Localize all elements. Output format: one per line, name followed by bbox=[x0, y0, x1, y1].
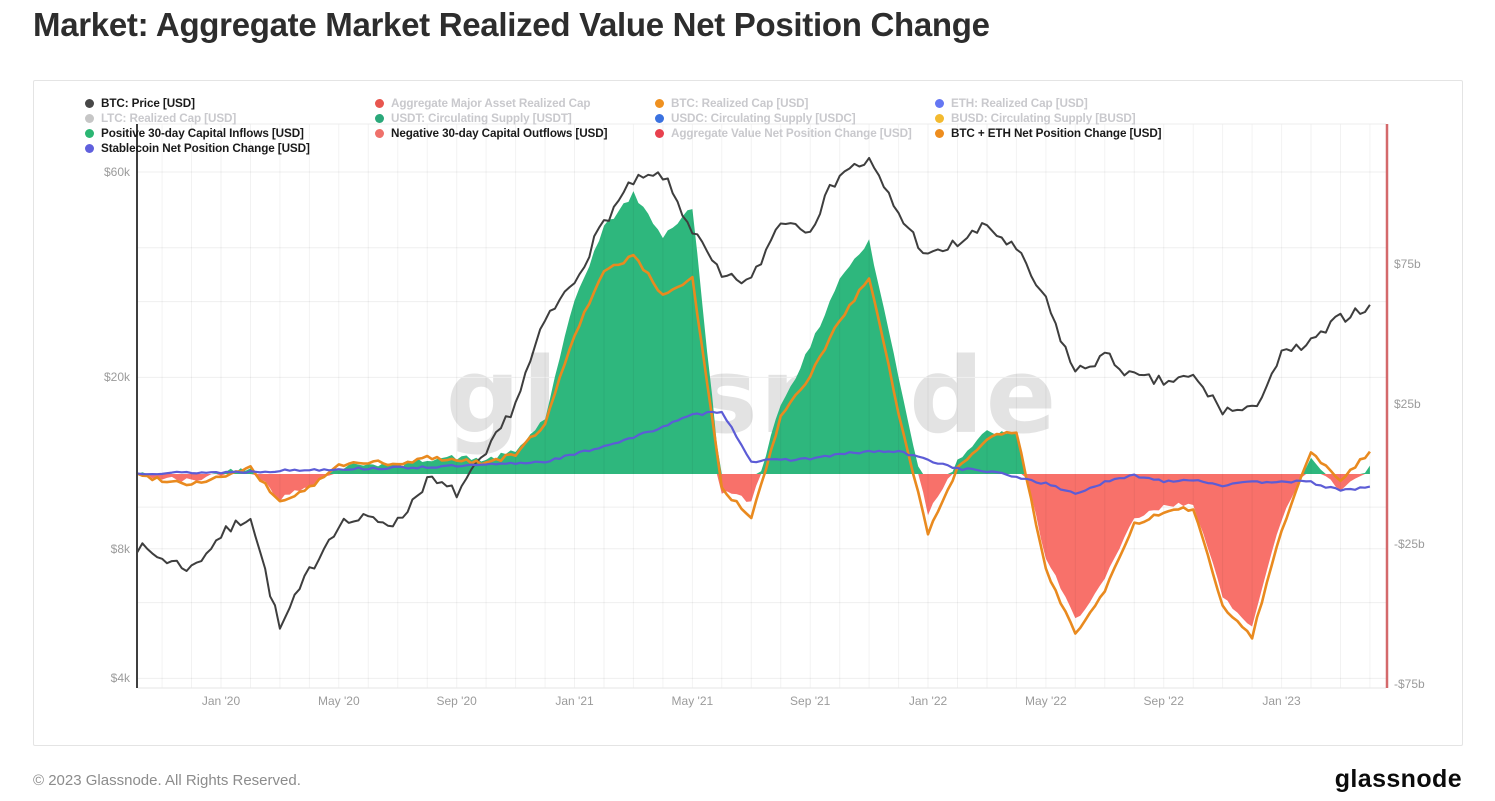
legend-dot-icon bbox=[375, 128, 384, 138]
legend-dot-icon bbox=[655, 113, 664, 123]
legend-item-stablecoin-net-position-change-usd[interactable]: Stablecoin Net Position Change [USD] bbox=[85, 141, 310, 155]
legend-dot-icon bbox=[655, 98, 664, 108]
legend-item-negative-30-day-capital-outflows-usd[interactable]: Negative 30-day Capital Outflows [USD] bbox=[375, 126, 607, 140]
x-axis-tick: Sep '22 bbox=[1143, 694, 1184, 708]
legend-item-usdc-circulating-supply-usdc[interactable]: USDC: Circulating Supply [USDC] bbox=[655, 111, 856, 125]
legend-dot-icon bbox=[85, 113, 94, 123]
legend-item-ltc-realized-cap-usd[interactable]: LTC: Realized Cap [USD] bbox=[85, 111, 236, 125]
btc-price-line bbox=[138, 156, 1371, 630]
legend-item-busd-circulating-supply-busd[interactable]: BUSD: Circulating Supply [BUSD] bbox=[935, 111, 1136, 125]
legend-dot-icon bbox=[375, 98, 384, 108]
stablecoin-net-position-line bbox=[138, 410, 1371, 495]
footer-copyright: © 2023 Glassnode. All Rights Reserved. bbox=[33, 772, 301, 789]
left-axis-tick: $20k bbox=[103, 370, 130, 385]
legend-dot-icon bbox=[375, 113, 384, 123]
left-axis-tick: $4k bbox=[110, 671, 130, 686]
x-axis-tick: May '21 bbox=[671, 694, 714, 708]
left-axis-tick: $8k bbox=[110, 541, 130, 556]
legend-item-btc-eth-net-position-change-usd[interactable]: BTC + ETH Net Position Change [USD] bbox=[935, 126, 1162, 140]
right-axis-tick: -$25b bbox=[1394, 537, 1425, 551]
legend-item-label: Negative 30-day Capital Outflows [USD] bbox=[391, 126, 608, 140]
legend-item-label: LTC: Realized Cap [USD] bbox=[101, 111, 237, 125]
legend-item-label: USDC: Circulating Supply [USDC] bbox=[671, 111, 856, 125]
legend-item-aggregate-value-net-position-change-usd[interactable]: Aggregate Value Net Position Change [USD… bbox=[655, 126, 912, 140]
legend-item-aggregate-major-asset-realized-cap[interactable]: Aggregate Major Asset Realized Cap bbox=[375, 96, 591, 110]
page-title: Market: Aggregate Market Realized Value … bbox=[33, 6, 990, 43]
legend-item-btc-realized-cap-usd[interactable]: BTC: Realized Cap [USD] bbox=[655, 96, 808, 110]
legend-dot-icon bbox=[85, 98, 94, 108]
legend-item-label: BTC + ETH Net Position Change [USD] bbox=[951, 126, 1162, 140]
x-axis-tick: Jan '21 bbox=[555, 694, 594, 708]
legend-item-label: Positive 30-day Capital Inflows [USD] bbox=[101, 126, 304, 140]
x-axis-tick: May '22 bbox=[1025, 694, 1067, 708]
x-axis-tick: Jan '20 bbox=[201, 694, 241, 708]
legend-dot-icon bbox=[935, 113, 944, 123]
x-axis-tick: Sep '20 bbox=[436, 694, 477, 708]
btc-eth-net-position-line bbox=[138, 253, 1371, 640]
legend-item-label: BTC: Realized Cap [USD] bbox=[671, 96, 809, 110]
x-axis-tick: May '20 bbox=[318, 694, 360, 708]
legend-item-label: Aggregate Value Net Position Change [USD… bbox=[671, 126, 912, 140]
glassnode-logo: glassnode bbox=[1334, 765, 1462, 793]
legend-dot-icon bbox=[935, 98, 944, 108]
x-axis-tick: Jan '23 bbox=[1262, 694, 1301, 708]
legend-item-eth-realized-cap-usd[interactable]: ETH: Realized Cap [USD] bbox=[935, 96, 1088, 110]
legend-item-label: Stablecoin Net Position Change [USD] bbox=[101, 141, 310, 155]
legend-dot-icon bbox=[85, 143, 94, 153]
legend-item-label: BTC: Price [USD] bbox=[101, 96, 195, 110]
legend-item-btc-price-usd[interactable]: BTC: Price [USD] bbox=[85, 96, 195, 110]
x-axis-tick: Sep '21 bbox=[790, 694, 831, 708]
legend-dot-icon bbox=[85, 128, 94, 138]
legend-item-label: ETH: Realized Cap [USD] bbox=[951, 96, 1088, 110]
left-axis-tick: $60k bbox=[103, 165, 130, 179]
legend-item-positive-30-day-capital-inflows-usd[interactable]: Positive 30-day Capital Inflows [USD] bbox=[85, 126, 304, 140]
legend-dot-icon bbox=[935, 128, 944, 138]
legend-dot-icon bbox=[655, 128, 664, 138]
legend-item-label: Aggregate Major Asset Realized Cap bbox=[391, 96, 591, 110]
negative-outflows-area bbox=[138, 474, 1370, 627]
x-axis-tick: Jan '22 bbox=[908, 694, 948, 708]
right-axis-tick: $25b bbox=[1394, 397, 1421, 411]
legend-item-label: BUSD: Circulating Supply [BUSD] bbox=[951, 111, 1136, 125]
legend-item-label: USDT: Circulating Supply [USDT] bbox=[391, 111, 572, 125]
right-axis-tick: $75b bbox=[1394, 257, 1421, 271]
right-axis-tick: -$75b bbox=[1394, 677, 1425, 691]
legend-item-usdt-circulating-supply-usdt[interactable]: USDT: Circulating Supply [USDT] bbox=[375, 111, 572, 125]
